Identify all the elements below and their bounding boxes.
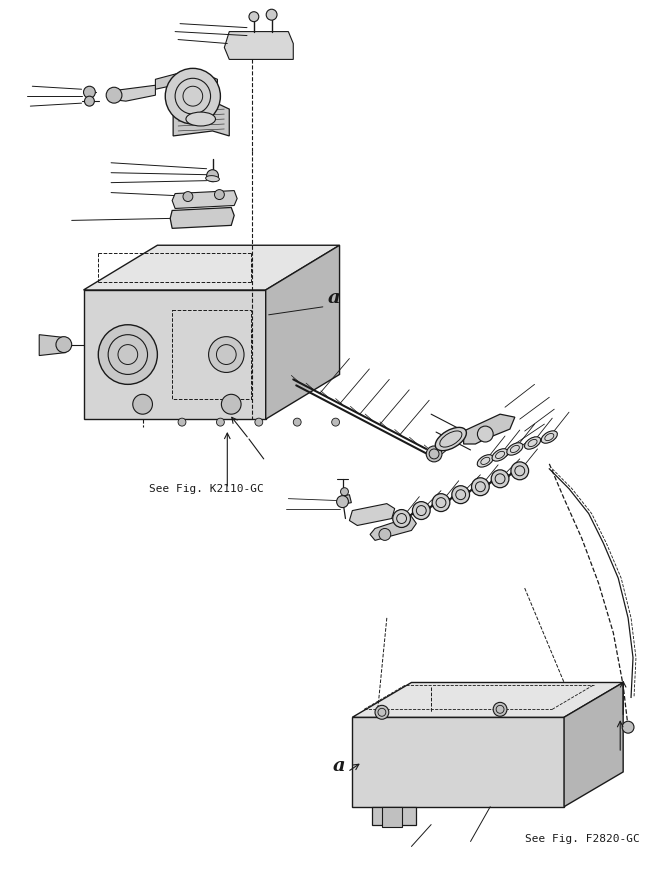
Ellipse shape [492,449,508,462]
Circle shape [413,502,430,520]
Text: a: a [328,289,340,307]
Polygon shape [109,86,155,102]
Circle shape [208,338,244,373]
Circle shape [216,419,224,427]
Circle shape [493,703,507,717]
Polygon shape [265,246,339,420]
Polygon shape [372,807,417,825]
Circle shape [178,419,186,427]
Circle shape [165,69,220,125]
Circle shape [206,170,218,183]
Polygon shape [352,683,623,718]
Circle shape [83,87,95,99]
Polygon shape [349,504,394,526]
Polygon shape [224,33,293,60]
Circle shape [472,478,489,496]
Ellipse shape [206,176,219,183]
Circle shape [375,705,389,719]
Circle shape [214,190,224,200]
Circle shape [106,88,122,104]
Polygon shape [352,718,564,807]
Text: See Fig. F2820-GC: See Fig. F2820-GC [525,834,640,843]
Ellipse shape [525,438,541,450]
Circle shape [255,419,263,427]
Circle shape [477,427,493,442]
Polygon shape [370,517,417,540]
Circle shape [337,496,348,508]
Circle shape [221,395,241,415]
Polygon shape [172,191,237,209]
Circle shape [183,192,193,202]
Polygon shape [83,246,339,291]
Ellipse shape [186,113,216,127]
Circle shape [491,470,509,488]
Circle shape [133,395,153,415]
Polygon shape [564,683,623,807]
Circle shape [511,462,529,480]
Ellipse shape [541,431,557,444]
Circle shape [98,325,157,385]
Polygon shape [382,807,402,827]
Circle shape [379,529,390,540]
Text: a: a [333,756,345,774]
Polygon shape [339,495,351,505]
Polygon shape [39,335,66,356]
Polygon shape [83,291,265,420]
Circle shape [452,486,470,504]
Polygon shape [155,70,218,90]
Ellipse shape [435,428,466,451]
Text: See Fig. K2110-GC: See Fig. K2110-GC [149,483,263,494]
Circle shape [332,419,339,427]
Polygon shape [464,415,515,445]
Ellipse shape [507,443,523,455]
Circle shape [426,447,442,462]
Ellipse shape [477,455,493,468]
Circle shape [622,721,634,734]
Circle shape [85,97,94,107]
Circle shape [432,494,450,512]
Circle shape [249,12,259,23]
Circle shape [293,419,301,427]
Circle shape [266,11,277,21]
Circle shape [56,338,72,354]
Polygon shape [173,102,229,136]
Circle shape [341,488,348,496]
Polygon shape [170,208,234,229]
Circle shape [392,510,411,528]
